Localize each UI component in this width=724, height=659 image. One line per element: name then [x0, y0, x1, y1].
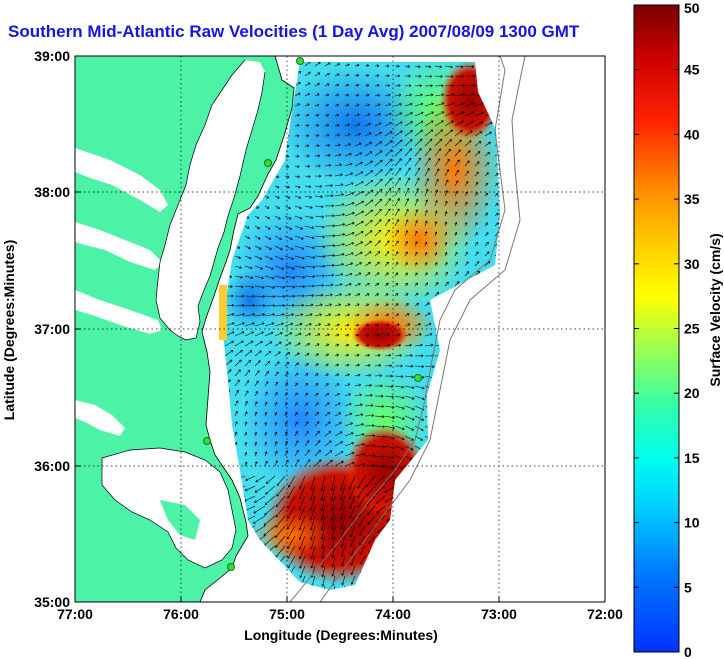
colorbar-tick-label: 25 — [684, 321, 700, 337]
y-tick-labels: 39:00 38:00 37:00 36:00 35:00 — [34, 48, 70, 610]
x-axis-label: Longitude (Degrees:Minutes) — [244, 627, 438, 643]
colorbar-label: Surface Velocity (cm/s) — [707, 233, 723, 386]
y-tick-label: 37:00 — [34, 321, 70, 337]
grid-lines — [75, 56, 605, 602]
x-tick-label: 73:00 — [481, 606, 517, 622]
y-tick-label: 39:00 — [34, 48, 70, 64]
bathymetry-contour — [289, 56, 506, 602]
coastline — [199, 56, 295, 602]
colorbar-tick-label: 40 — [684, 126, 700, 142]
x-tick-label: 74:00 — [375, 606, 411, 622]
colorbar-tick-label: 20 — [684, 385, 700, 401]
x-tick-label: 77:00 — [57, 606, 93, 622]
colorbar-tick-label: 5 — [684, 579, 692, 595]
x-tick-label: 75:00 — [269, 606, 305, 622]
colorbar-tick-label: 35 — [684, 191, 700, 207]
x-tick-label: 72:00 — [587, 606, 623, 622]
colorbar-tick-label: 10 — [684, 515, 700, 531]
colorbar-tick-label: 30 — [684, 256, 700, 272]
colorbar-tick-label: 45 — [684, 62, 700, 78]
map-title: Southern Mid-Atlantic Raw Velocities (1 … — [8, 22, 580, 41]
x-tick-label: 76:00 — [163, 606, 199, 622]
colorbar-scale — [633, 4, 680, 653]
colorbar-tick-label: 50 — [684, 0, 700, 16]
x-tick-labels: 77:00 76:00 75:00 74:00 73:00 72:00 — [57, 606, 623, 622]
y-tick-label: 36:00 — [34, 458, 70, 474]
chesapeake-bay — [156, 60, 265, 340]
y-tick-label: 38:00 — [34, 184, 70, 200]
y-tick-label: 35:00 — [34, 594, 70, 610]
hf-radar-stations — [203, 57, 422, 571]
colorbar-tick-label: 15 — [684, 450, 700, 466]
colorbar: 0 5 10 15 20 25 30 35 40 45 50 Surface Velocity (c… — [633, 0, 723, 659]
plot-area — [74, 55, 606, 603]
y-axis-label: Latitude (Degrees:Minutes) — [1, 240, 17, 420]
colorbar-tick-label: 0 — [684, 644, 692, 659]
